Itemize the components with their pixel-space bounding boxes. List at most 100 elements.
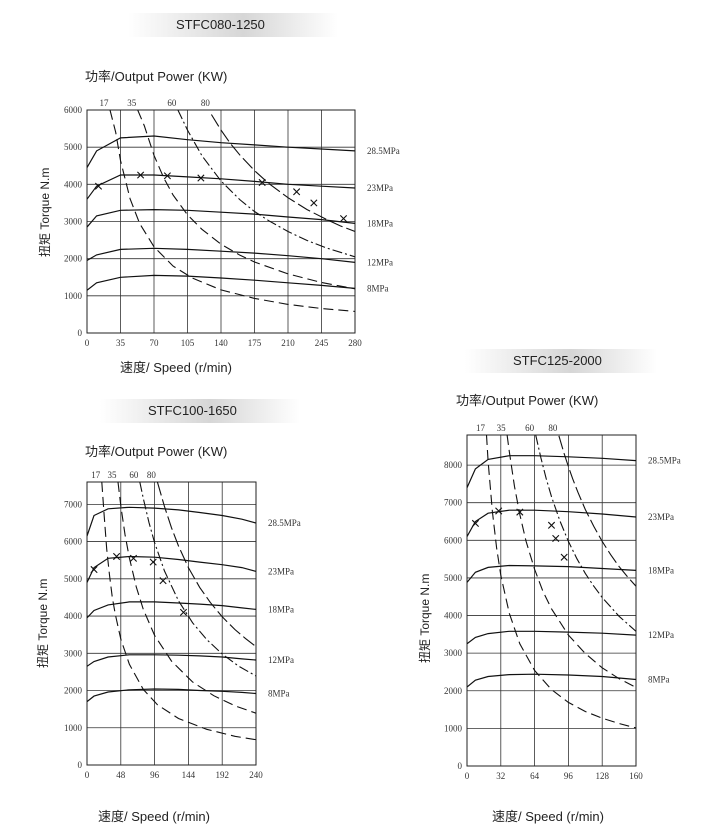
pressure-label: 28.5MPa [648, 456, 681, 466]
power-curve [535, 435, 636, 632]
pressure-label: 12MPa [367, 257, 393, 267]
pressure-label: 18MPa [367, 218, 393, 228]
pressure-label: 12MPa [648, 630, 674, 640]
power-curve-label: 35 [107, 470, 117, 480]
chart-group: 0 48 96 144 192 240 0 1000 2000 3000 4000 5000 6000 7… [64, 470, 301, 780]
x-tick-label: 70 [150, 338, 160, 348]
speed-axis-title: 速度/ Speed (r/min) [120, 360, 232, 375]
pressure-curve [87, 135, 355, 168]
power-curve-label: 17 [99, 98, 109, 108]
power-axis-title: 功率/Output Power (KW) [85, 444, 228, 459]
speed-axis-title: 速度/ Speed (r/min) [492, 809, 604, 824]
operating-point-marker [547, 521, 556, 529]
operating-point-marker [258, 178, 266, 187]
plot-frame [86, 481, 257, 766]
y-tick-label: 6000 [444, 535, 463, 545]
model-title-banner: STFC080-1250 [128, 13, 338, 37]
y-tick-label: 4000 [64, 179, 83, 189]
power-curve [558, 435, 636, 587]
operating-point-marker [94, 182, 103, 190]
y-tick-label: 3000 [64, 217, 83, 227]
pressure-curve [467, 455, 636, 488]
x-tick-label: 0 [465, 771, 470, 781]
x-tick-label: 280 [348, 338, 362, 348]
pressure-label: 23MPa [268, 566, 294, 576]
y-tick-label: 6000 [64, 105, 83, 115]
power-curve-label: 80 [548, 423, 558, 433]
power-curve-label: 35 [127, 98, 137, 108]
operating-point-marker [179, 608, 188, 616]
operating-point-marker [339, 214, 348, 223]
x-tick-label: 175 [248, 338, 262, 348]
y-tick-label: 5000 [64, 574, 83, 584]
operating-point-marker [495, 507, 503, 515]
model-title-banner: STFC125-2000 [465, 349, 657, 373]
x-tick-label: 105 [181, 338, 195, 348]
y-tick-label: 5000 [444, 573, 463, 583]
x-tick-label: 210 [281, 338, 295, 348]
plot-frame [466, 434, 637, 767]
power-curve [506, 435, 636, 688]
chart-group: 0 32 64 96 128 160 0 1000 2000 3000 4000 5000 6000 70… [444, 423, 681, 781]
operating-point-marker [310, 199, 318, 207]
y-tick-label: 3000 [444, 648, 463, 658]
x-tick-label: 245 [315, 338, 329, 348]
operating-point-marker [137, 171, 145, 179]
pressure-curve [87, 688, 256, 703]
x-tick-label: 160 [629, 771, 643, 781]
chart-group: 0 35 70 105 140 175 210 245 280 0 1000 2000 3000 4000… [64, 98, 400, 348]
power-curve [101, 482, 256, 741]
y-tick-label: 2000 [64, 686, 83, 696]
x-tick-label: 35 [116, 338, 126, 348]
pressure-curve [87, 506, 256, 537]
x-tick-label: 32 [496, 771, 505, 781]
operating-point-marker [159, 577, 167, 585]
model-title-banner: STFC100-1650 [100, 399, 300, 423]
operating-point-marker [197, 174, 205, 182]
power-curve-label: 35 [497, 423, 507, 433]
y-tick-label: 0 [458, 761, 463, 771]
y-tick-label: 0 [78, 760, 83, 770]
x-tick-label: 240 [249, 770, 263, 780]
y-tick-label: 1000 [64, 723, 83, 733]
pressure-label: 23MPa [648, 512, 674, 522]
pressure-curve [87, 555, 256, 583]
operating-point-marker [90, 565, 98, 574]
pressure-curve [87, 601, 256, 619]
power-curve-label: 80 [147, 470, 157, 480]
operating-point-marker [293, 188, 301, 196]
pressure-label: 8MPa [268, 689, 290, 699]
power-curve [177, 110, 355, 258]
operating-point-marker [149, 558, 157, 566]
power-curve-label: 60 [129, 470, 139, 480]
power-curve [117, 482, 256, 714]
power-axis-title: 功率/Output Power (KW) [85, 69, 228, 84]
y-tick-label: 7000 [444, 498, 463, 508]
pressure-label: 8MPa [648, 674, 670, 684]
y-tick-label: 3000 [64, 648, 83, 658]
pressure-label: 18MPa [648, 565, 674, 575]
y-tick-label: 1000 [64, 291, 83, 301]
pressure-label: 28.5MPa [268, 518, 301, 528]
power-curve [210, 114, 355, 233]
pressure-label: 18MPa [268, 604, 294, 614]
y-tick-label: 1000 [444, 723, 463, 733]
speed-axis-title: 速度/ Speed (r/min) [98, 809, 210, 824]
x-tick-label: 0 [85, 338, 90, 348]
pressure-curve [87, 247, 355, 263]
power-curve-label: 17 [91, 470, 101, 480]
y-tick-label: 4000 [64, 611, 83, 621]
y-tick-label: 5000 [64, 142, 83, 152]
operating-point-marker [552, 534, 560, 543]
power-curve [485, 435, 636, 729]
power-curve-label: 60 [167, 98, 177, 108]
x-tick-label: 0 [85, 770, 90, 780]
power-axis-title: 功率/Output Power (KW) [456, 393, 599, 408]
y-tick-label: 8000 [444, 460, 463, 470]
operating-point-marker [471, 519, 480, 527]
y-tick-label: 2000 [444, 686, 463, 696]
pressure-curve [87, 654, 256, 667]
y-tick-label: 0 [78, 328, 83, 338]
power-curve [137, 110, 355, 290]
